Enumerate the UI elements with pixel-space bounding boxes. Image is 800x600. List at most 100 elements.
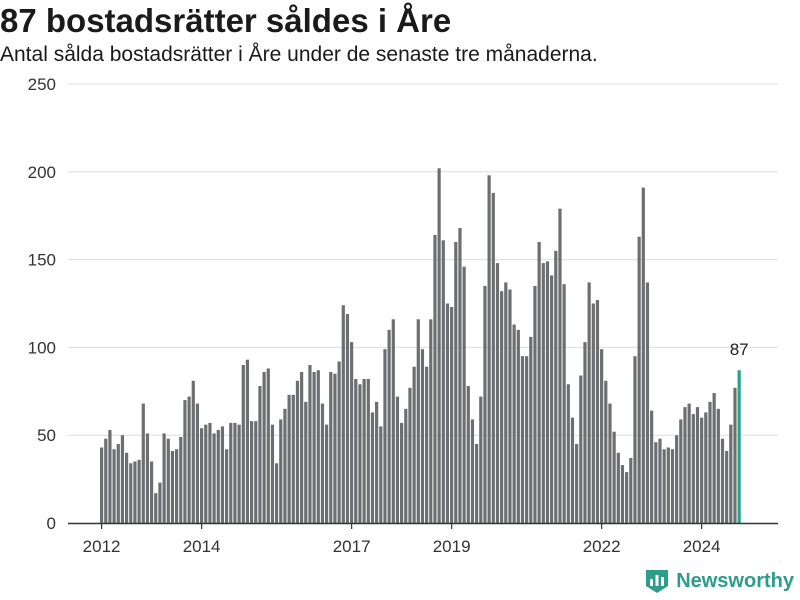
bar: [133, 461, 137, 523]
bar: [245, 359, 250, 523]
bar: [666, 447, 670, 523]
highlight-bar: [737, 370, 741, 523]
bar: [554, 250, 558, 523]
bar: [562, 284, 566, 523]
bar: [541, 263, 545, 523]
data-labels: 87: [730, 340, 749, 359]
bar: [633, 356, 637, 523]
bar: [420, 349, 425, 523]
x-tick-label: 2012: [83, 537, 121, 556]
bar: [212, 433, 216, 523]
bar: [412, 366, 416, 523]
bar: [483, 285, 487, 523]
bar: [533, 285, 537, 523]
bar: [383, 349, 387, 523]
y-tick-label: 150: [28, 251, 56, 270]
bar: [225, 449, 229, 523]
bar: [725, 451, 729, 523]
bar: [125, 452, 129, 523]
bar: [591, 303, 595, 523]
bar: [587, 282, 591, 523]
y-tick-label: 200: [28, 163, 56, 182]
bar: [370, 412, 375, 523]
bar: [175, 449, 179, 523]
bar: [733, 387, 737, 523]
bar: [583, 342, 587, 523]
bar: [612, 431, 616, 523]
bar: [391, 319, 395, 523]
highlight-data-label: 87: [730, 340, 749, 359]
bar: [691, 414, 695, 523]
bar: [479, 396, 483, 523]
bar: [329, 371, 333, 523]
bar: [312, 371, 316, 523]
bar: [104, 438, 108, 523]
bar: [658, 438, 662, 523]
bar: [637, 236, 641, 523]
bar: [266, 368, 270, 523]
bar: [316, 370, 320, 523]
bar: [566, 384, 570, 523]
bar: [604, 380, 608, 523]
bar: [237, 424, 241, 523]
bar: [654, 442, 658, 523]
chart-title: 87 bostadsrätter såldes i Åre: [0, 2, 452, 39]
bar: [350, 342, 354, 523]
x-tick-label: 2019: [433, 537, 471, 556]
bar: [700, 417, 704, 523]
bar: [570, 417, 575, 523]
bar: [504, 282, 508, 523]
bar: [250, 421, 254, 523]
bar: [254, 421, 258, 523]
bar: [150, 461, 154, 523]
bar: [145, 433, 150, 523]
bar: [241, 364, 245, 523]
bar: [683, 407, 687, 523]
bar: [141, 403, 145, 523]
bar: [616, 452, 620, 523]
bar: [579, 375, 583, 523]
bar: [258, 386, 262, 523]
bar: [341, 305, 345, 523]
bar: [662, 449, 666, 523]
bar: [525, 356, 529, 523]
bar: [358, 384, 362, 523]
bar: [454, 242, 458, 524]
newsworthy-brand: Newsworthy: [644, 568, 794, 594]
bar: [520, 356, 525, 523]
bar: [645, 282, 650, 523]
bar: [387, 329, 391, 523]
bar: [108, 429, 112, 523]
bar: [216, 429, 220, 523]
bar: [470, 419, 475, 523]
bar: [600, 349, 604, 523]
bar: [620, 465, 625, 523]
bar: [595, 299, 600, 523]
bar: [100, 447, 104, 523]
bar: [720, 438, 725, 523]
bar: [729, 424, 733, 523]
bar: [450, 307, 454, 523]
bar: [716, 408, 720, 523]
x-axis-ticks: 2012 2014 2017 2019 2022 2024: [83, 523, 721, 556]
bar: [625, 472, 629, 523]
bar: [704, 412, 708, 523]
bar: [337, 361, 341, 523]
bar: [137, 459, 141, 523]
bar: [333, 373, 337, 523]
bar: [425, 366, 429, 523]
bar: [512, 324, 516, 523]
bar: [170, 451, 175, 523]
bar: [195, 403, 200, 523]
bar: [191, 380, 195, 523]
bar: [229, 422, 233, 523]
bar: [679, 419, 683, 523]
bar: [345, 314, 350, 523]
bar: [233, 422, 237, 523]
newsworthy-logo-icon: [646, 570, 669, 593]
bar: [291, 394, 295, 523]
bar: [308, 364, 312, 523]
bar: [670, 449, 675, 523]
x-tick-label: 2014: [183, 537, 221, 556]
